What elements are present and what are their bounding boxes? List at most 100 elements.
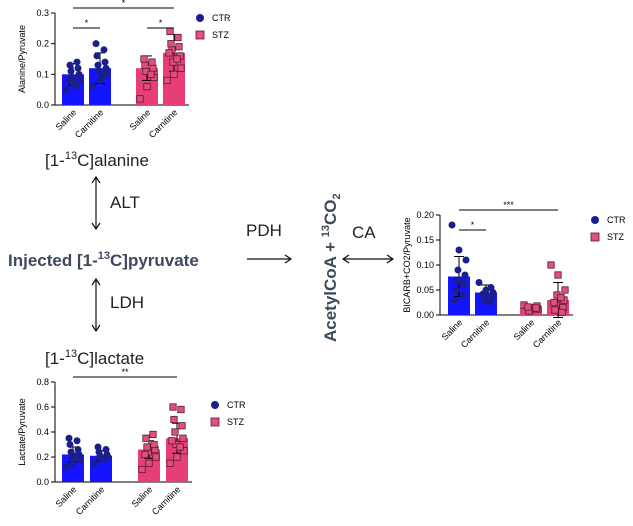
ca-label: CA bbox=[352, 223, 376, 242]
point bbox=[169, 403, 177, 411]
y-axis-label: Alanine/Pyruvate bbox=[17, 25, 27, 93]
point bbox=[138, 465, 146, 474]
x-tick-label: Saline bbox=[54, 484, 79, 509]
point bbox=[72, 452, 80, 460]
y-tick-label: 0.4 bbox=[36, 427, 49, 437]
point bbox=[462, 256, 470, 264]
y-axis-label: BICARB+CO2/Pyruvate bbox=[402, 217, 412, 312]
point bbox=[561, 286, 569, 294]
legend-label: STZ bbox=[607, 232, 625, 242]
point bbox=[178, 422, 186, 430]
x-tick-label: Carnitine bbox=[74, 484, 107, 517]
y-tick-label: 0.1 bbox=[36, 69, 49, 79]
point bbox=[532, 304, 540, 312]
significance-label: ** bbox=[121, 367, 129, 377]
point bbox=[165, 49, 173, 57]
point bbox=[62, 86, 70, 94]
point bbox=[93, 52, 101, 60]
point bbox=[173, 55, 181, 63]
point bbox=[65, 76, 73, 84]
point bbox=[89, 83, 97, 91]
point bbox=[136, 95, 144, 103]
point bbox=[150, 440, 158, 449]
arrows bbox=[91, 175, 395, 333]
point bbox=[101, 58, 109, 66]
significance-label: * bbox=[471, 220, 475, 230]
significance-label: *** bbox=[503, 200, 514, 210]
point bbox=[171, 428, 179, 436]
point bbox=[167, 40, 175, 48]
y-tick-label: 0.10 bbox=[416, 260, 434, 270]
point bbox=[73, 437, 81, 445]
point bbox=[524, 303, 532, 311]
point bbox=[66, 61, 74, 69]
y-tick-label: 0.3 bbox=[36, 8, 49, 18]
x-tick-label: Saline bbox=[128, 107, 153, 132]
point bbox=[94, 61, 102, 69]
point bbox=[94, 443, 102, 451]
alt-label: ALT bbox=[110, 193, 140, 212]
point bbox=[174, 33, 182, 42]
point bbox=[95, 67, 103, 75]
point bbox=[558, 308, 566, 317]
point bbox=[454, 266, 462, 274]
point bbox=[90, 459, 98, 467]
x-tick-label: Carnitine bbox=[531, 317, 564, 350]
legend-marker bbox=[196, 14, 204, 22]
point bbox=[179, 434, 187, 442]
point bbox=[69, 459, 77, 467]
point bbox=[487, 284, 495, 291]
point bbox=[74, 446, 82, 453]
y-tick-label: 0.2 bbox=[36, 452, 49, 462]
lactate-label: [1-13C]lactate bbox=[45, 348, 144, 368]
point bbox=[459, 291, 467, 299]
x-tick-label: Carnitine bbox=[147, 107, 180, 140]
point bbox=[72, 83, 80, 91]
pyruvate-label: Injected [1-13C]pyruvate bbox=[8, 250, 199, 270]
point bbox=[547, 261, 555, 269]
point bbox=[148, 58, 156, 66]
y-tick-label: 0.20 bbox=[416, 210, 434, 220]
y-tick-label: 0.0 bbox=[36, 100, 49, 110]
y-tick-label: 0.2 bbox=[36, 39, 49, 49]
y-tick-label: 0.8 bbox=[36, 377, 49, 387]
point bbox=[557, 293, 565, 302]
y-tick-label: 0.05 bbox=[416, 285, 434, 295]
x-tick-label: Carnitine bbox=[459, 317, 492, 350]
legend-label: STZ bbox=[227, 417, 245, 427]
point bbox=[67, 67, 75, 75]
point bbox=[479, 290, 487, 298]
x-tick-label: Saline bbox=[54, 107, 79, 132]
point bbox=[452, 286, 460, 294]
point bbox=[180, 447, 188, 455]
point bbox=[140, 55, 148, 63]
point bbox=[141, 450, 149, 459]
point bbox=[177, 405, 185, 414]
legend-label: STZ bbox=[212, 30, 230, 40]
pdh-label: PDH bbox=[246, 221, 282, 240]
x-tick-label: Carnitine bbox=[150, 484, 183, 517]
y-tick-label: 0.6 bbox=[36, 402, 49, 412]
legend-label: CTR bbox=[212, 13, 231, 23]
legend-marker bbox=[195, 30, 205, 40]
legend-marker bbox=[211, 401, 219, 409]
acetyl-label: AcetylCoA + 13CO2 bbox=[320, 193, 343, 342]
point bbox=[486, 299, 494, 306]
point bbox=[143, 83, 151, 91]
point bbox=[149, 430, 157, 439]
alanine-label: [1-13C]alanine bbox=[45, 150, 149, 170]
point bbox=[149, 64, 157, 72]
point bbox=[75, 70, 83, 78]
point bbox=[73, 58, 81, 66]
point bbox=[455, 246, 463, 254]
point bbox=[65, 434, 73, 442]
significance-label: * bbox=[85, 18, 89, 28]
y-tick-label: 0.0 bbox=[36, 477, 49, 487]
significance-label: * bbox=[159, 18, 163, 28]
point bbox=[166, 27, 174, 36]
y-axis-label: Lactate/Pyruvate bbox=[17, 398, 27, 466]
x-tick-label: Carnitine bbox=[73, 107, 106, 140]
legend-marker bbox=[591, 216, 599, 224]
point bbox=[176, 443, 184, 451]
